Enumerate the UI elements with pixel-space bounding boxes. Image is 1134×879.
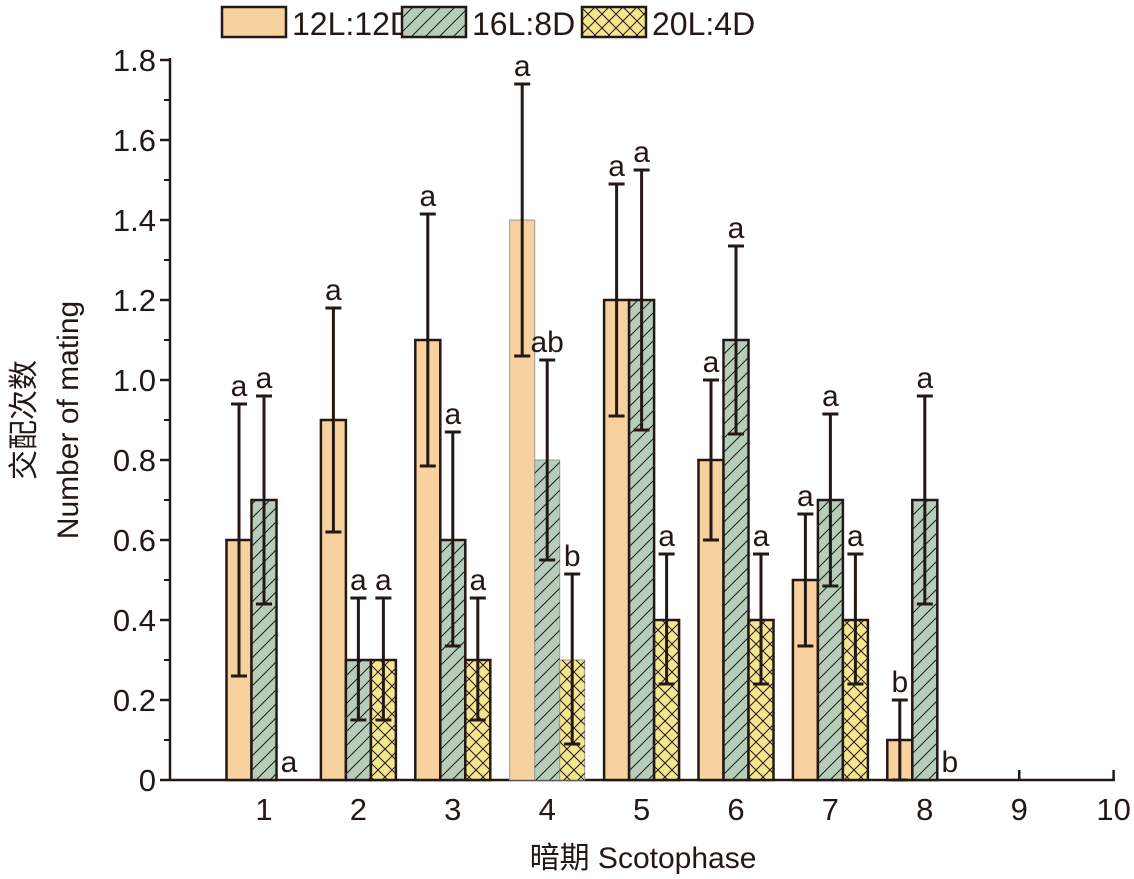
legend-label: 16L:8D: [472, 6, 575, 42]
significance-letter: a: [847, 520, 864, 553]
x-tick-label: 7: [822, 792, 839, 827]
significance-letter: a: [753, 520, 770, 553]
y-tick-label: 0: [139, 763, 156, 798]
significance-letter: a: [281, 746, 298, 779]
significance-letter: a: [608, 150, 625, 183]
significance-letter: b: [891, 666, 908, 699]
x-tick-label: 3: [444, 792, 461, 827]
significance-letter: a: [375, 564, 392, 597]
legend: 12L:12D 16L:8D 20L:4D: [220, 5, 755, 42]
x-axis-title: 暗期 Scotophase: [530, 842, 757, 875]
y-tick-label: 1.6: [113, 123, 156, 158]
x-tick-label: 5: [633, 792, 650, 827]
legend-swatch: [220, 5, 288, 39]
significance-letter: a: [325, 274, 342, 307]
y-tick-label: 1.8: [113, 43, 156, 78]
significance-letter: a: [514, 50, 531, 83]
significance-letter: a: [444, 398, 461, 431]
significance-letter: a: [469, 564, 486, 597]
x-tick-label: 6: [727, 792, 744, 827]
y-tick-label: 1.2: [113, 283, 156, 318]
significance-letter: a: [256, 362, 273, 395]
y-tick-label: 0.4: [113, 603, 156, 638]
y-tick-label: 0.6: [113, 523, 156, 558]
axes: 0 0.2 0.4 0.6 0.8 1.0 1.2 1.4 1.6 1.8 1 2 3 4 5 6 7 8 9 10: [113, 43, 1131, 827]
significance-letter: a: [728, 212, 745, 245]
significance-letter: a: [419, 180, 436, 213]
y-tick-label: 1.4: [113, 203, 156, 238]
x-tick-label: 8: [916, 792, 933, 827]
x-tick-label: 10: [1096, 792, 1130, 827]
significance-letter: a: [703, 346, 720, 379]
x-tick-label: 1: [255, 792, 272, 827]
significance-letter: a: [916, 362, 933, 395]
legend-label: 20L:4D: [652, 6, 755, 42]
y-tick-label: 1.0: [113, 363, 156, 398]
significance-letter: a: [658, 520, 675, 553]
x-tick-label: 2: [350, 792, 367, 827]
x-tick-label: 4: [539, 792, 556, 827]
x-tick-label: 9: [1011, 792, 1028, 827]
y-tick-label: 0.2: [113, 683, 156, 718]
legend-swatch-pattern: [582, 7, 646, 37]
y-tick-label: 0.8: [113, 443, 156, 478]
legend-swatch-pattern: [402, 7, 466, 37]
significance-letter: b: [564, 540, 581, 573]
y-axis-title: Number of mating: [52, 301, 85, 539]
significance-letter: ab: [531, 326, 564, 359]
significance-letter: a: [797, 480, 814, 513]
significance-letter: a: [633, 136, 650, 169]
legend-label: 12L:12D: [292, 6, 413, 42]
y-axis-title-cn: 交配次数: [8, 360, 41, 480]
significance-letter: a: [231, 370, 248, 403]
significance-letter: a: [350, 564, 367, 597]
significance-letter: b: [941, 746, 958, 779]
significance-letter: a: [822, 380, 839, 413]
